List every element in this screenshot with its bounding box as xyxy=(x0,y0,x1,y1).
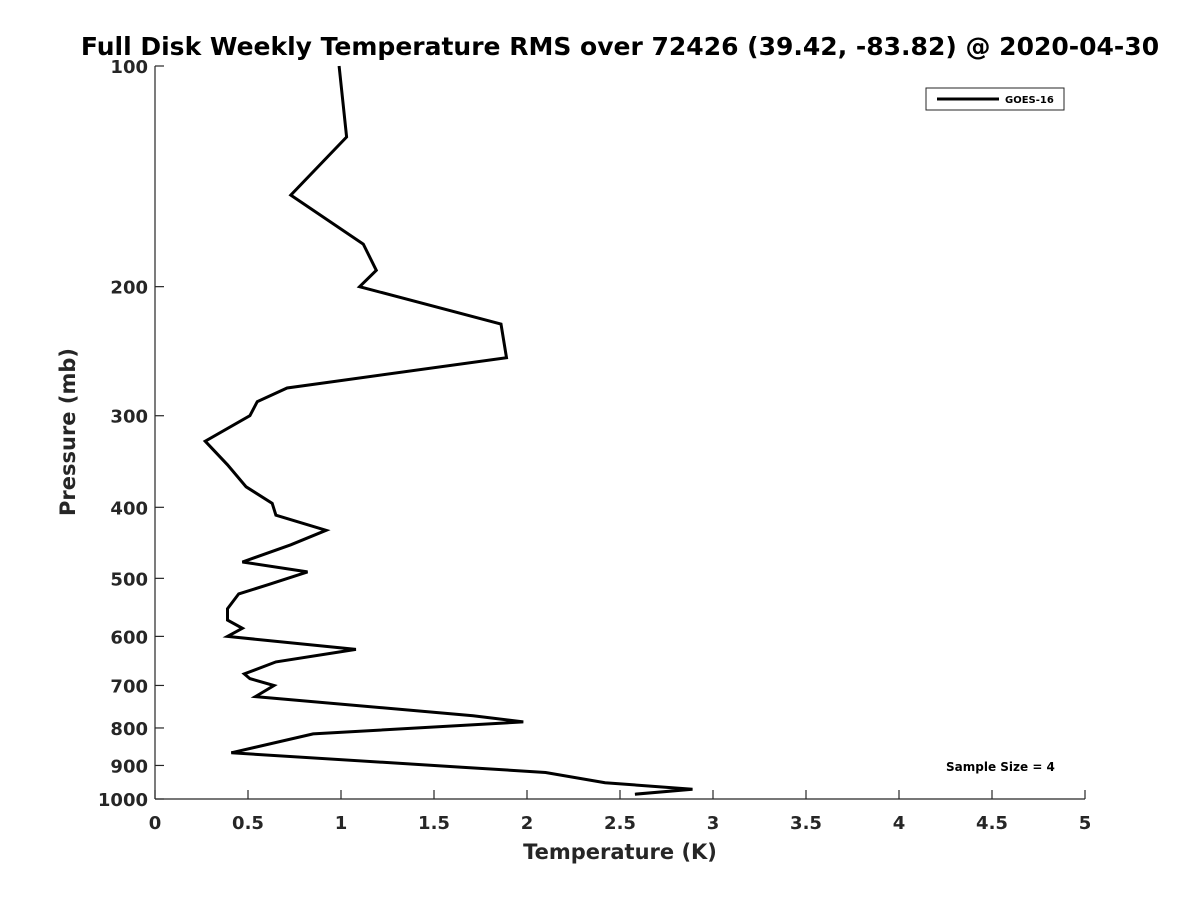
x-axis-label: Temperature (K) xyxy=(523,840,717,864)
y-tick-label: 400 xyxy=(110,498,148,519)
x-tick-label: 0 xyxy=(149,813,162,834)
x-tick-label: 2.5 xyxy=(604,813,636,834)
y-tick-label: 800 xyxy=(110,719,148,740)
y-tick-label: 700 xyxy=(110,676,148,697)
x-tick-label: 2 xyxy=(521,813,534,834)
y-tick-label: 500 xyxy=(110,569,148,590)
x-tick-label: 3 xyxy=(707,813,720,834)
series-layer xyxy=(202,65,693,796)
x-axis-ticks: 0 0.5 1 1.5 2 2.5 3 3.5 4 4.5 5 xyxy=(149,790,1092,834)
x-tick-label: 5 xyxy=(1079,813,1092,834)
sample-size-annotation: Sample Size = 4 xyxy=(946,760,1055,774)
y-tick-label: 600 xyxy=(110,627,148,648)
legend: GOES-16 xyxy=(925,87,1065,111)
x-tick-label: 3.5 xyxy=(790,813,822,834)
x-tick-label: 1.5 xyxy=(418,813,450,834)
y-tick-label: 1000 xyxy=(98,790,148,811)
x-tick-label: 1 xyxy=(335,813,348,834)
y-tick-label: 200 xyxy=(110,278,148,299)
chart-title: Full Disk Weekly Temperature RMS over 72… xyxy=(81,32,1159,61)
y-tick-label: 900 xyxy=(110,756,148,777)
series-line-goes-16 xyxy=(202,65,693,796)
y-axis-label: Pressure (mb) xyxy=(56,348,80,516)
legend-label: GOES-16 xyxy=(1005,95,1054,106)
x-tick-label: 4.5 xyxy=(976,813,1008,834)
x-tick-label: 4 xyxy=(893,813,906,834)
y-tick-label: 100 xyxy=(110,57,148,78)
y-axis-ticks: 100 200 300 400 500 600 700 800 900 1000 xyxy=(98,57,164,811)
y-tick-label: 300 xyxy=(110,407,148,428)
x-tick-label: 0.5 xyxy=(232,813,264,834)
